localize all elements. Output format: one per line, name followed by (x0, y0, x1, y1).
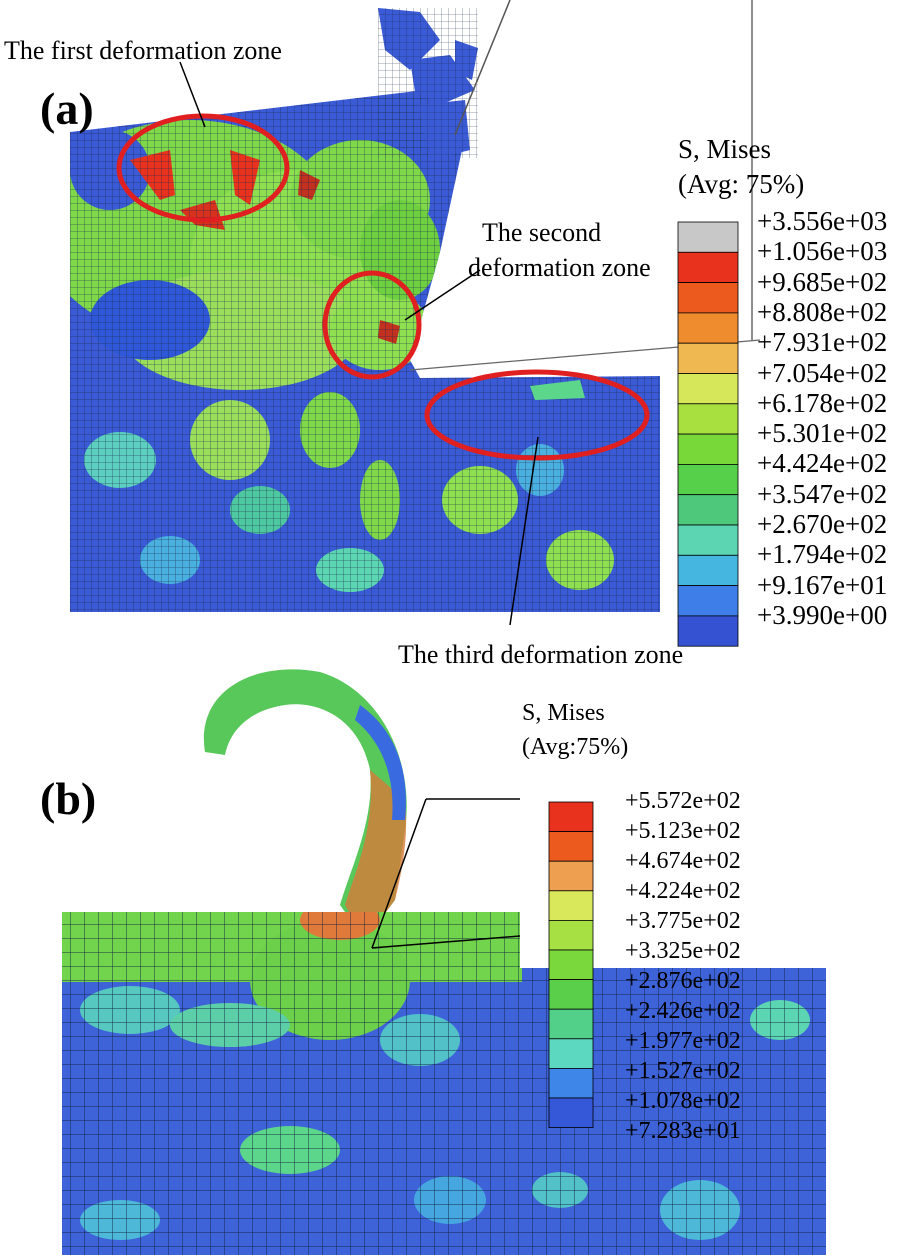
legend-swatch (677, 282, 739, 314)
legend-swatch (548, 860, 594, 892)
second-zone-circle (322, 270, 422, 380)
legend-b-title-line1: S, Mises (522, 700, 605, 726)
legend-swatch (677, 554, 739, 586)
legend-a-colorbar (677, 221, 739, 647)
panel-a-workpiece (70, 8, 660, 612)
legend-b-title-line2: (Avg:75%) (522, 734, 629, 760)
legend-value: +5.301e+02 (757, 418, 888, 449)
first-zone-label: The first deformation zone (4, 36, 282, 65)
panel-b-workpiece (62, 669, 826, 1255)
legend-swatch (677, 312, 739, 344)
legend-value: +1.056e+03 (757, 236, 888, 267)
legend-a-title-line1: S, Mises (678, 134, 772, 164)
legend-swatch (548, 949, 594, 981)
second-zone-label-line2: deformation zone (468, 253, 651, 282)
legend-value: +1.794e+02 (757, 539, 888, 570)
legend-swatch (677, 494, 739, 526)
legend-value: +3.556e+03 (757, 206, 888, 236)
legend-swatch (548, 890, 594, 921)
legend-b-colorbar (548, 801, 594, 1129)
legend-swatch (548, 1097, 594, 1129)
legend-swatch (548, 831, 594, 862)
legend-value: +4.674e+02 (625, 848, 741, 874)
legend-value: +9.167e+01 (757, 569, 888, 600)
legend-swatch (548, 920, 594, 951)
legend-swatch (677, 373, 739, 405)
legend-swatch (677, 342, 739, 374)
legend-value: +3.325e+02 (625, 938, 741, 964)
legend-swatch (677, 251, 739, 284)
legend-value: +1.527e+02 (625, 1058, 741, 1084)
legend-swatch (548, 1008, 594, 1040)
legend-value: +5.123e+02 (625, 818, 741, 844)
legend-value: +3.775e+02 (625, 908, 741, 934)
legend-swatch (548, 801, 594, 833)
legend-swatch (548, 979, 594, 1010)
legend-value: +6.178e+02 (757, 387, 888, 418)
third-zone-circle (424, 369, 650, 461)
legend-swatch (677, 524, 739, 556)
legend-value: +1.977e+02 (625, 1028, 741, 1054)
first-zone-circle (116, 113, 290, 223)
legend-value: +1.078e+02 (625, 1088, 741, 1114)
legend-value: +2.426e+02 (625, 998, 741, 1024)
legend-value: +3.547e+02 (757, 478, 888, 509)
legend-swatch (677, 433, 739, 465)
legend-value: +2.670e+02 (757, 509, 888, 539)
second-zone-label-line1: The second (482, 218, 602, 247)
legend-value: +4.424e+02 (757, 448, 888, 479)
legend-value: +2.876e+02 (625, 968, 741, 994)
legend-value: +7.283e+01 (625, 1118, 741, 1144)
legend-value: +3.990e+00 (757, 599, 888, 630)
legend-value: +7.054e+02 (757, 357, 888, 388)
legend-value: +9.685e+02 (757, 266, 888, 297)
legend-swatch (548, 1038, 594, 1069)
legend-swatch (677, 615, 739, 647)
legend-swatch (677, 463, 739, 496)
legend-value: +4.224e+02 (625, 878, 741, 904)
legend-value: +7.931e+02 (757, 327, 888, 358)
panel-b-label: (b) (40, 773, 97, 824)
legend-swatch (677, 221, 739, 253)
legend-swatch (677, 403, 739, 435)
third-zone-label: The third deformation zone (398, 640, 684, 669)
panel-a-label: (a) (40, 83, 94, 134)
legend-swatch (677, 585, 739, 617)
legend-value: +5.572e+02 (625, 788, 741, 814)
legend-swatch (548, 1068, 594, 1099)
legend-value: +8.808e+02 (757, 296, 888, 327)
legend-a-title-line2: (Avg: 75%) (678, 169, 805, 199)
